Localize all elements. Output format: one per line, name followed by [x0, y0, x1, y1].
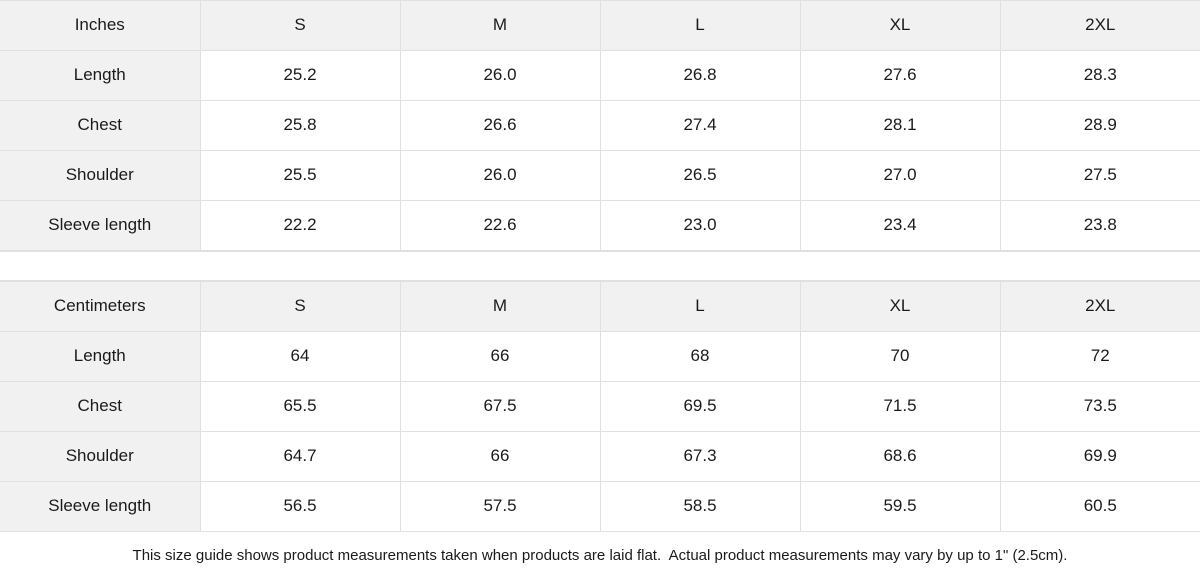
cell-shoulder-xl: 27.0	[800, 150, 1001, 201]
cell-sleeve-length-2xl: 60.5	[1000, 480, 1200, 532]
centimeters-size-table: Centimeters S M L XL 2XL Length 64 66 68…	[0, 280, 1200, 532]
cell-shoulder-2xl: 69.9	[1000, 430, 1200, 482]
inches-unit-header: Inches	[0, 0, 201, 51]
table-row: Length 25.2 26.0 26.8 27.6 28.3	[0, 50, 1200, 101]
inches-table-body: Length 25.2 26.0 26.8 27.6 28.3 Chest 25…	[0, 50, 1200, 251]
column-header-2xl: 2XL	[1000, 280, 1200, 332]
cell-length-s: 64	[200, 330, 401, 382]
cell-length-xl: 70	[800, 330, 1001, 382]
table-row: Length 64 66 68 70 72	[0, 330, 1200, 382]
column-header-2xl: 2XL	[1000, 0, 1200, 51]
cell-sleeve-length-2xl: 23.8	[1000, 200, 1200, 251]
cell-sleeve-length-m: 22.6	[400, 200, 601, 251]
column-header-m: M	[400, 0, 601, 51]
cell-sleeve-length-l: 58.5	[600, 480, 801, 532]
cell-chest-2xl: 73.5	[1000, 380, 1200, 432]
row-label-chest: Chest	[0, 100, 201, 151]
cell-length-l: 26.8	[600, 50, 801, 101]
cell-length-l: 68	[600, 330, 801, 382]
cell-sleeve-length-s: 22.2	[200, 200, 401, 251]
column-header-s: S	[200, 0, 401, 51]
cell-chest-l: 27.4	[600, 100, 801, 151]
row-label-shoulder: Shoulder	[0, 150, 201, 201]
table-row: Shoulder 64.7 66 67.3 68.6 69.9	[0, 430, 1200, 482]
cell-length-s: 25.2	[200, 50, 401, 101]
cell-sleeve-length-m: 57.5	[400, 480, 601, 532]
row-label-sleeve-length: Sleeve length	[0, 480, 201, 532]
row-label-length: Length	[0, 330, 201, 382]
cell-shoulder-m: 66	[400, 430, 601, 482]
column-header-xl: XL	[800, 0, 1001, 51]
table-header-row: Inches S M L XL 2XL	[0, 0, 1200, 51]
cell-sleeve-length-xl: 23.4	[800, 200, 1001, 251]
cell-chest-xl: 28.1	[800, 100, 1001, 151]
cell-chest-l: 69.5	[600, 380, 801, 432]
cell-sleeve-length-xl: 59.5	[800, 480, 1001, 532]
centimeters-table-body: Length 64 66 68 70 72 Chest 65.5 67.5 69…	[0, 330, 1200, 532]
column-header-xl: XL	[800, 280, 1001, 332]
column-header-l: L	[600, 0, 801, 51]
centimeters-table-header: Centimeters S M L XL 2XL	[0, 280, 1200, 332]
cell-shoulder-l: 67.3	[600, 430, 801, 482]
cell-chest-s: 65.5	[200, 380, 401, 432]
table-row: Chest 65.5 67.5 69.5 71.5 73.5	[0, 380, 1200, 432]
cell-shoulder-2xl: 27.5	[1000, 150, 1200, 201]
cell-length-m: 26.0	[400, 50, 601, 101]
row-label-sleeve-length: Sleeve length	[0, 200, 201, 251]
cell-shoulder-xl: 68.6	[800, 430, 1001, 482]
column-header-s: S	[200, 280, 401, 332]
cell-shoulder-s: 64.7	[200, 430, 401, 482]
table-spacer	[0, 251, 1200, 281]
cell-shoulder-m: 26.0	[400, 150, 601, 201]
row-label-shoulder: Shoulder	[0, 430, 201, 482]
centimeters-unit-header: Centimeters	[0, 280, 201, 332]
cell-shoulder-l: 26.5	[600, 150, 801, 201]
cell-shoulder-s: 25.5	[200, 150, 401, 201]
cell-sleeve-length-s: 56.5	[200, 480, 401, 532]
cell-chest-2xl: 28.9	[1000, 100, 1200, 151]
cell-chest-s: 25.8	[200, 100, 401, 151]
row-label-length: Length	[0, 50, 201, 101]
cell-chest-xl: 71.5	[800, 380, 1001, 432]
table-row: Shoulder 25.5 26.0 26.5 27.0 27.5	[0, 150, 1200, 201]
column-header-l: L	[600, 280, 801, 332]
row-label-chest: Chest	[0, 380, 201, 432]
column-header-m: M	[400, 280, 601, 332]
inches-table-header: Inches S M L XL 2XL	[0, 0, 1200, 51]
cell-length-2xl: 72	[1000, 330, 1200, 382]
cell-length-xl: 27.6	[800, 50, 1001, 101]
inches-size-table: Inches S M L XL 2XL Length 25.2 26.0 26.…	[0, 0, 1200, 251]
size-guide-note: This size guide shows product measuremen…	[0, 531, 1200, 580]
table-row: Sleeve length 22.2 22.6 23.0 23.4 23.8	[0, 200, 1200, 251]
table-header-row: Centimeters S M L XL 2XL	[0, 280, 1200, 332]
cell-chest-m: 26.6	[400, 100, 601, 151]
table-row: Sleeve length 56.5 57.5 58.5 59.5 60.5	[0, 480, 1200, 532]
cell-length-m: 66	[400, 330, 601, 382]
cell-chest-m: 67.5	[400, 380, 601, 432]
cell-length-2xl: 28.3	[1000, 50, 1200, 101]
cell-sleeve-length-l: 23.0	[600, 200, 801, 251]
table-row: Chest 25.8 26.6 27.4 28.1 28.9	[0, 100, 1200, 151]
